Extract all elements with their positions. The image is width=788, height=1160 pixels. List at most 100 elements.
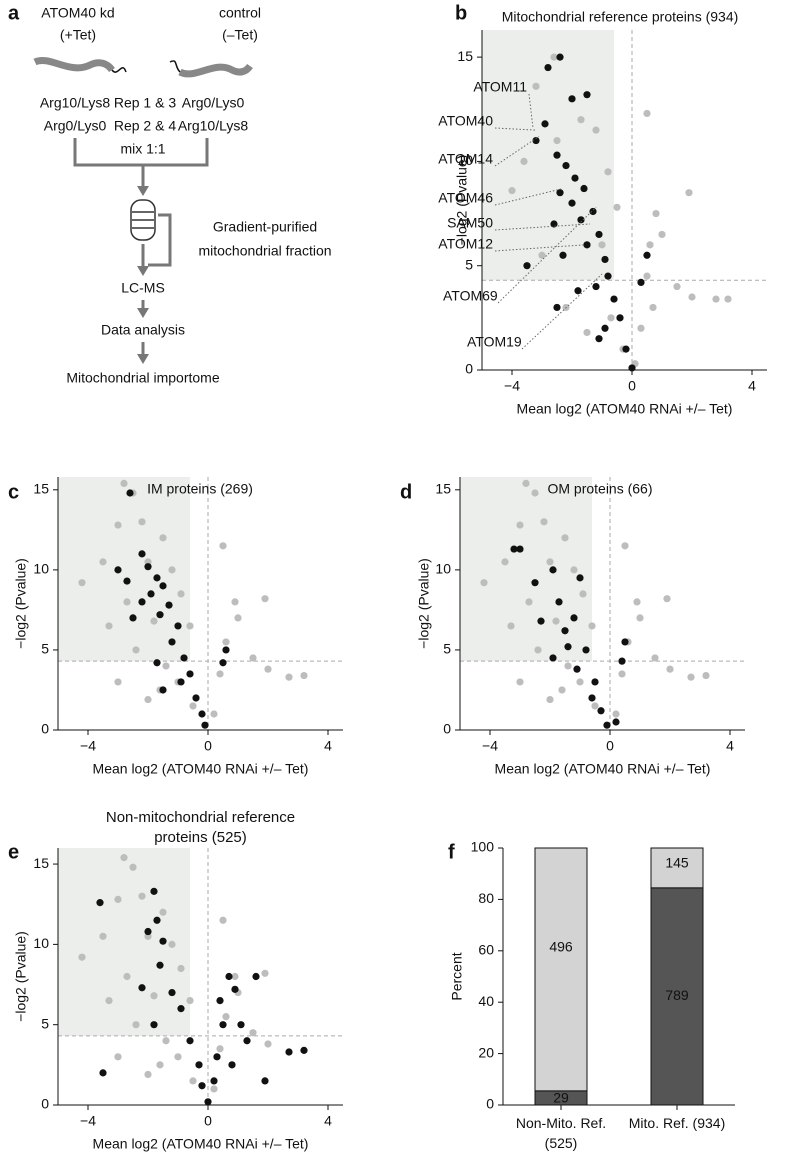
data-point	[552, 617, 560, 625]
data-point	[147, 590, 155, 598]
data-point	[592, 126, 600, 134]
data-point	[576, 678, 584, 686]
y-axis-label: Percent	[449, 952, 465, 1000]
data-point	[216, 1045, 224, 1053]
cell-icon	[33, 57, 115, 73]
data-point	[618, 670, 626, 678]
y-tick-label: 10	[33, 561, 49, 577]
data-point	[583, 91, 591, 99]
panel-letter: f	[448, 841, 455, 863]
data-point	[531, 489, 539, 497]
data-point	[168, 988, 176, 997]
count-label: 789	[665, 987, 689, 1003]
data-point	[604, 168, 612, 176]
diagram-text: (–Tet)	[222, 27, 258, 43]
data-point	[688, 293, 696, 301]
bar-segment	[650, 847, 704, 889]
diagram-text: Data analysis	[101, 322, 185, 338]
data-point	[480, 579, 488, 587]
annotation: ATOM40	[438, 113, 493, 129]
cell-icon	[178, 63, 253, 78]
data-point	[507, 622, 515, 630]
data-point	[621, 542, 629, 550]
panel-letter: e	[8, 841, 19, 863]
data-point	[261, 595, 269, 603]
data-point	[114, 1053, 122, 1061]
data-point	[126, 489, 134, 497]
data-point	[553, 303, 561, 312]
data-point	[168, 940, 176, 948]
diagram-text: control	[219, 5, 261, 21]
data-point	[249, 654, 257, 662]
x-tick-label: 4	[324, 738, 332, 754]
data-point	[189, 1077, 197, 1085]
data-point	[156, 611, 164, 619]
data-point	[508, 187, 516, 195]
data-point	[192, 694, 200, 702]
x-tick-label: −4	[482, 738, 498, 754]
data-point	[198, 1082, 206, 1090]
x-tick-label: −4	[80, 738, 96, 754]
data-point	[264, 1040, 272, 1048]
data-point	[591, 702, 599, 710]
data-point	[150, 992, 158, 1000]
annotation: ATOM14	[438, 151, 493, 167]
diagram-text: Arg10/Lys8	[178, 118, 249, 134]
data-point	[159, 582, 167, 590]
data-point	[561, 534, 569, 542]
data-point	[159, 534, 167, 542]
data-point	[576, 574, 584, 582]
data-point	[561, 627, 569, 635]
leader-line	[521, 273, 603, 350]
data-point	[237, 1021, 245, 1029]
y-tick-label: 5	[41, 641, 49, 657]
data-point	[243, 1037, 251, 1045]
x-tick-label: 0	[628, 378, 636, 394]
data-point	[300, 671, 308, 680]
x-tick-label: −4	[80, 1113, 96, 1129]
data-point	[607, 314, 615, 322]
data-point	[162, 662, 170, 670]
data-point	[612, 718, 620, 726]
data-point	[213, 1053, 221, 1061]
y-axis-label: −log2 (Pvalue)	[454, 155, 470, 246]
data-point	[616, 314, 624, 322]
panel: ATOM11ATOM40ATOM14ATOM46SAM50ATOM12ATOM6…	[438, 9, 767, 417]
data-point	[177, 964, 185, 973]
annotation: ATOM46	[438, 190, 493, 206]
x-tick-label: 4	[726, 738, 734, 754]
data-point	[579, 590, 587, 598]
y-tick-label: 15	[33, 855, 49, 871]
data-point	[138, 984, 146, 992]
data-point	[601, 324, 609, 332]
data-point	[610, 295, 618, 303]
panel: −4 0 4 Mean log2 (ATOM40 RNAi +/– Tet) OM pr…	[416, 477, 745, 777]
count-label: 29	[553, 1090, 569, 1106]
data-point	[570, 566, 578, 574]
data-point	[712, 295, 720, 303]
data-point	[264, 665, 272, 673]
data-point	[658, 230, 666, 239]
y-axis-label: −log2 (Pvalue)	[13, 558, 29, 649]
data-point	[532, 82, 540, 90]
mix-bracket	[73, 138, 209, 167]
data-point	[177, 590, 185, 598]
data-point	[159, 937, 167, 945]
y-tick-label: 20	[478, 1044, 494, 1060]
data-point	[531, 579, 539, 587]
data-point	[78, 579, 86, 587]
data-point	[523, 262, 531, 270]
data-point	[261, 969, 269, 977]
x-axis-label: Mean log2 (ATOM40 RNAi +/– Tet)	[93, 761, 309, 777]
diagram-text: Rep 2 & 4	[114, 118, 176, 134]
panel: −4 0 4 Mean log2 (ATOM40 RNAi +/– Tet) 0 5 10 1…	[13, 848, 343, 1152]
data-point	[556, 189, 564, 197]
data-point	[651, 654, 659, 662]
y-tick-label: 15	[457, 48, 473, 64]
y-axis-label: −log2 (Pvalue)	[416, 558, 432, 649]
data-point	[177, 1005, 185, 1013]
data-point	[534, 646, 542, 654]
tube-layers	[131, 211, 155, 229]
data-point	[156, 1061, 164, 1069]
y-tick-label: 0	[465, 361, 473, 377]
